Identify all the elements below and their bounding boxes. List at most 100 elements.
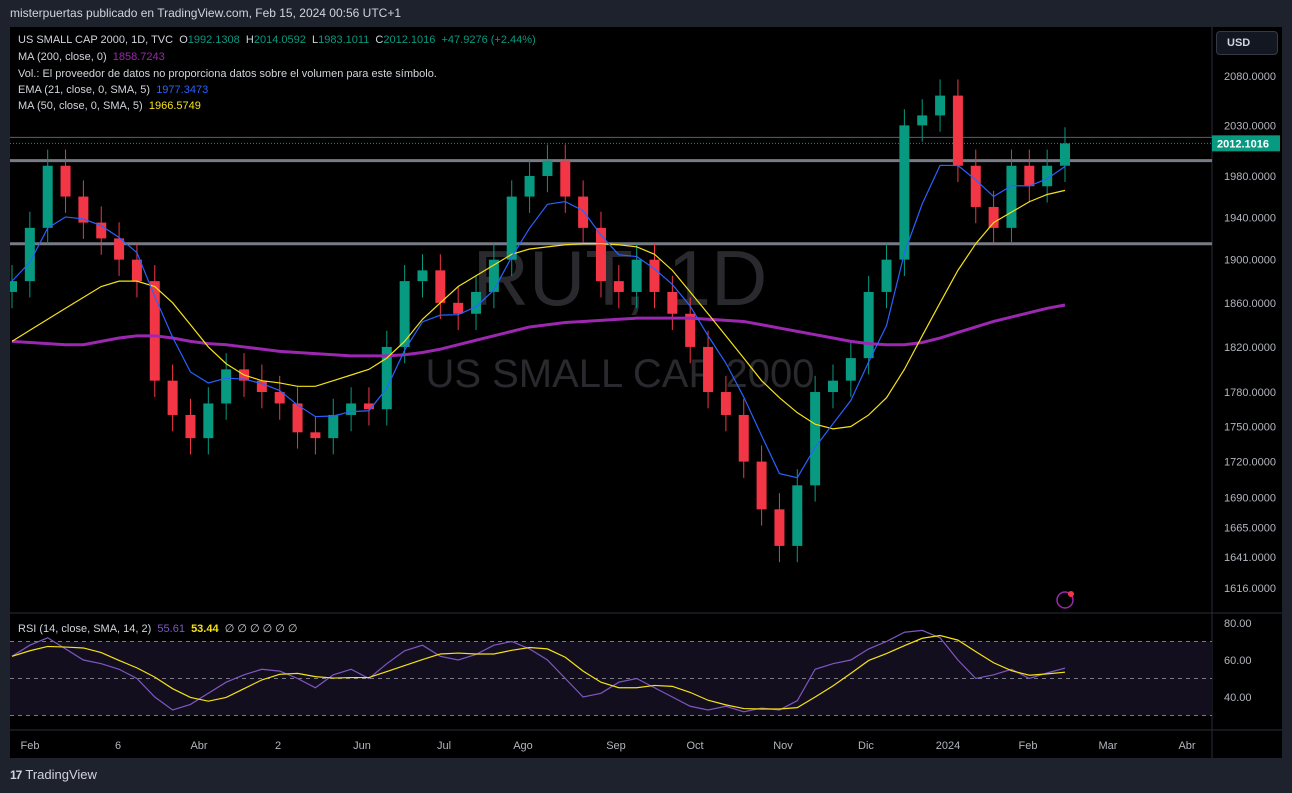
candle-body — [988, 206, 999, 228]
candle-body — [149, 281, 160, 381]
candle-body — [578, 196, 589, 228]
candle-body — [221, 369, 232, 404]
candle-body — [381, 346, 392, 410]
chart-canvas[interactable]: 2080.0000 2030.0000 1980.0000 1940.0000 1900… — [10, 27, 1282, 758]
candle-body — [845, 358, 856, 381]
candle-body — [310, 432, 321, 439]
candle-body — [827, 380, 838, 393]
candle-body — [881, 259, 892, 292]
lightning-icon — [1056, 591, 1074, 609]
currency-button[interactable]: USD — [1216, 31, 1278, 55]
candle-body — [96, 222, 107, 239]
open-value: 1992.1308 — [187, 34, 240, 46]
time-tick-label: Ago — [513, 740, 533, 752]
price-tick-label: 1940.0000 — [1224, 212, 1276, 224]
ema21-line — [11, 164, 1066, 479]
candle-body — [399, 281, 410, 347]
rsi-label: RSI (14, close, SMA, 14, 2) — [18, 623, 152, 635]
watermark-name: US SMALL CAP 2000 — [425, 352, 814, 396]
price-tick-label: 1641.0000 — [1224, 552, 1276, 564]
price-tick-label: 1980.0000 — [1224, 171, 1276, 183]
candle-body — [328, 414, 339, 439]
publisher-line: misterpuertas publicado en TradingView.c… — [10, 6, 402, 20]
candle-body — [970, 165, 981, 207]
candle-body — [114, 238, 125, 260]
rsi-extra-values: ∅ ∅ ∅ ∅ ∅ ∅ — [224, 623, 298, 635]
candle-body — [720, 392, 731, 415]
candle-body — [167, 380, 178, 415]
candle-body — [613, 281, 624, 292]
price-tick-label: 1900.0000 — [1224, 255, 1276, 267]
low-value: 1983.1011 — [318, 34, 370, 46]
ma50-legend[interactable]: MA (50, close, 0, SMA, 5) 1966.5749 — [18, 100, 201, 112]
candle-body — [685, 313, 696, 347]
tradingview-logo-icon: 17 — [10, 767, 22, 782]
candle-body — [595, 227, 606, 282]
ma200-line — [11, 303, 1066, 358]
price-tick-label: 1780.0000 — [1224, 387, 1276, 399]
time-tick-label: Abr — [190, 740, 207, 752]
candle-body — [631, 259, 642, 292]
low-label: L — [311, 34, 319, 46]
candle-body — [131, 259, 142, 282]
price-tick-label: 1665.0000 — [1224, 523, 1276, 535]
price-tick-label: 1750.0000 — [1224, 422, 1276, 434]
rsi-legend[interactable]: RSI (14, close, SMA, 14, 2) 55.61 53.44 … — [18, 622, 298, 635]
candle-body — [24, 227, 35, 282]
time-tick-label: Jul — [437, 740, 451, 752]
candle-body — [488, 259, 499, 292]
ma200-label: MA (200, close, 0) — [18, 51, 107, 63]
ema21-legend[interactable]: EMA (21, close, 0, SMA, 5) 1977.3473 — [18, 84, 208, 96]
alert-dot-icon — [1068, 591, 1074, 597]
candle-body — [1042, 165, 1053, 187]
candle-body — [453, 302, 464, 314]
rsi-sma-line — [11, 634, 1066, 710]
ma200-legend[interactable]: MA (200, close, 0) 1858.7243 — [18, 51, 165, 63]
price-tick-label: 2080.0000 — [1224, 71, 1276, 83]
rsi-tick-label: 60.00 — [1224, 655, 1252, 667]
watermark-symbol: RUT, 1D — [473, 234, 768, 322]
price-tick-label: 1720.0000 — [1224, 457, 1276, 469]
ma50-label: MA (50, close, 0, SMA, 5) — [18, 100, 143, 112]
open-label: O — [179, 34, 188, 46]
candle-body — [506, 196, 517, 260]
candle-body — [274, 392, 285, 404]
time-tick-label: Abr — [1178, 740, 1195, 752]
time-tick-label: Oct — [686, 740, 703, 752]
candle-body — [363, 403, 374, 410]
high-value: 2014.0592 — [253, 34, 306, 46]
price-tick-label: 1690.0000 — [1224, 492, 1276, 504]
time-tick-label: 2 — [275, 740, 281, 752]
time-tick-label: Nov — [773, 740, 793, 752]
candle-body — [810, 392, 821, 486]
time-tick-label: Feb — [1019, 740, 1038, 752]
candle-body — [667, 291, 678, 314]
candle-body — [256, 380, 267, 393]
candle-body — [792, 485, 803, 546]
candle-body — [1060, 143, 1070, 166]
candle-body — [42, 165, 53, 228]
candle-body — [703, 346, 714, 393]
candle-body — [774, 509, 785, 546]
time-tick-label: Jun — [353, 740, 371, 752]
chart-panel[interactable]: 2080.0000 2030.0000 1980.0000 1940.0000 1900… — [10, 27, 1282, 758]
rsi-line — [11, 629, 1066, 713]
price-tick-label: 1616.0000 — [1224, 583, 1276, 595]
close-label: C — [375, 34, 384, 46]
candle-body — [10, 281, 17, 292]
candle-body — [471, 291, 482, 314]
rsi-value: 55.61 — [157, 623, 185, 635]
time-tick-label: Dic — [858, 740, 874, 752]
rsi-tick-label: 40.00 — [1224, 692, 1252, 704]
volume-legend[interactable]: Vol.: El proveedor de datos no proporcio… — [18, 68, 437, 80]
candle-body — [185, 414, 196, 439]
time-tick-label: Mar — [1099, 740, 1118, 752]
symbol-name: US SMALL CAP 2000, 1D, TVC — [18, 34, 174, 46]
footer-brand[interactable]: 17 TradingView — [10, 767, 97, 782]
change-value: +47.9276 (+2.44%) — [441, 34, 536, 46]
candle-body — [935, 95, 946, 116]
high-label: H — [245, 34, 254, 46]
price-tick-label: 2030.0000 — [1224, 120, 1276, 132]
ma50-value: 1966.5749 — [148, 100, 201, 112]
candle-body — [952, 95, 963, 166]
